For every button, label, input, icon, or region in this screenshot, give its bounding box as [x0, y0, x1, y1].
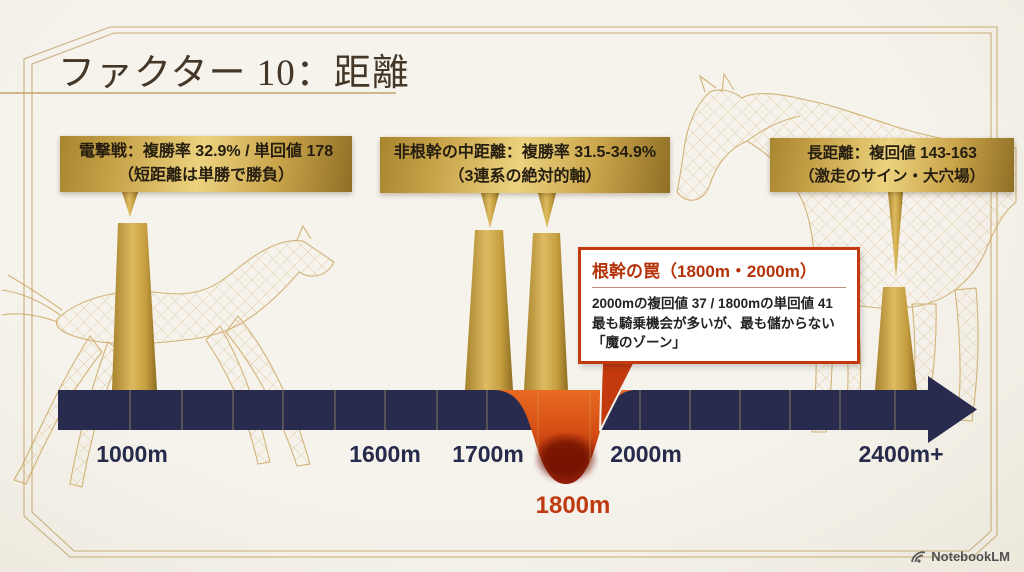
pointer-long	[888, 192, 903, 278]
trap-line3: 「魔のゾーン」	[592, 335, 686, 351]
callout-middle: 非根幹の中距離：複勝率 31.5-34.9% （3連系の絶対的軸）	[380, 137, 670, 193]
trap-warning-box: 根幹の罠（1800m・2000m） 2000mの複回値 37 / 1800mの単…	[578, 247, 860, 364]
timeline-bar	[58, 390, 930, 430]
pointer-middle-a	[481, 193, 499, 228]
pointer-sprint	[122, 192, 138, 217]
pillar-1800m	[524, 233, 568, 390]
axis-label-1600m: 1600m	[349, 441, 421, 467]
trap-title: 根幹の罠（1800m・2000m）	[592, 262, 817, 281]
callout-long-line1: 長距離：複回値 143-163	[807, 144, 977, 162]
trap-line2: 最も騎乗機会が多いが、最も儲からない	[592, 315, 835, 331]
pillar-2400m	[875, 287, 917, 390]
trap-line1: 2000mの複回値 37 / 1800mの単回値 41	[592, 296, 833, 311]
axis-label-1000m: 1000m	[96, 441, 168, 467]
axis-label-2000m: 2000m	[610, 441, 682, 467]
callout-middle-line2: （3連系の絶対的軸）	[448, 168, 602, 185]
axis-label-1800m-trap: 1800m	[535, 492, 611, 519]
callout-long: 長距離：複回値 143-163 （激走のサイン・大穴場）	[770, 138, 1014, 192]
pillar-1700m	[465, 230, 513, 390]
trap-dip	[496, 390, 634, 484]
page-title: ファクター 10：距離	[58, 53, 410, 94]
callout-pointers	[122, 192, 903, 278]
callout-sprint: 電撃戦：複勝率 32.9% / 単回値 178 （短距離は単勝で勝負）	[60, 136, 352, 192]
footer-brand-label: NotebookLM	[931, 549, 1010, 564]
pillar-1000m	[112, 223, 157, 390]
timeline-arrowhead	[928, 376, 977, 443]
axis-label-1700m: 1700m	[452, 441, 524, 467]
frame-border	[23, 26, 998, 558]
horse-wireframe-left	[1, 224, 335, 488]
callout-long-line2: （激走のサイン・大穴場）	[798, 168, 985, 185]
notebooklm-icon	[911, 550, 926, 563]
footer-brand: NotebookLM	[911, 549, 1010, 564]
gold-pillars	[112, 223, 917, 390]
callout-sprint-line1: 電撃戦：複勝率 32.9% / 単回値 178	[78, 143, 334, 160]
callout-middle-line1: 非根幹の中距離：複勝率 31.5-34.9%	[393, 144, 657, 161]
axis-label-2400m: 2400m+	[858, 441, 944, 467]
trap-separator	[592, 287, 846, 288]
timeline-tick-marks	[129, 390, 896, 430]
pointer-middle-b	[538, 193, 556, 228]
pointer-trap	[599, 347, 644, 432]
callout-sprint-line2: （短距離は単勝で勝負）	[117, 167, 294, 184]
